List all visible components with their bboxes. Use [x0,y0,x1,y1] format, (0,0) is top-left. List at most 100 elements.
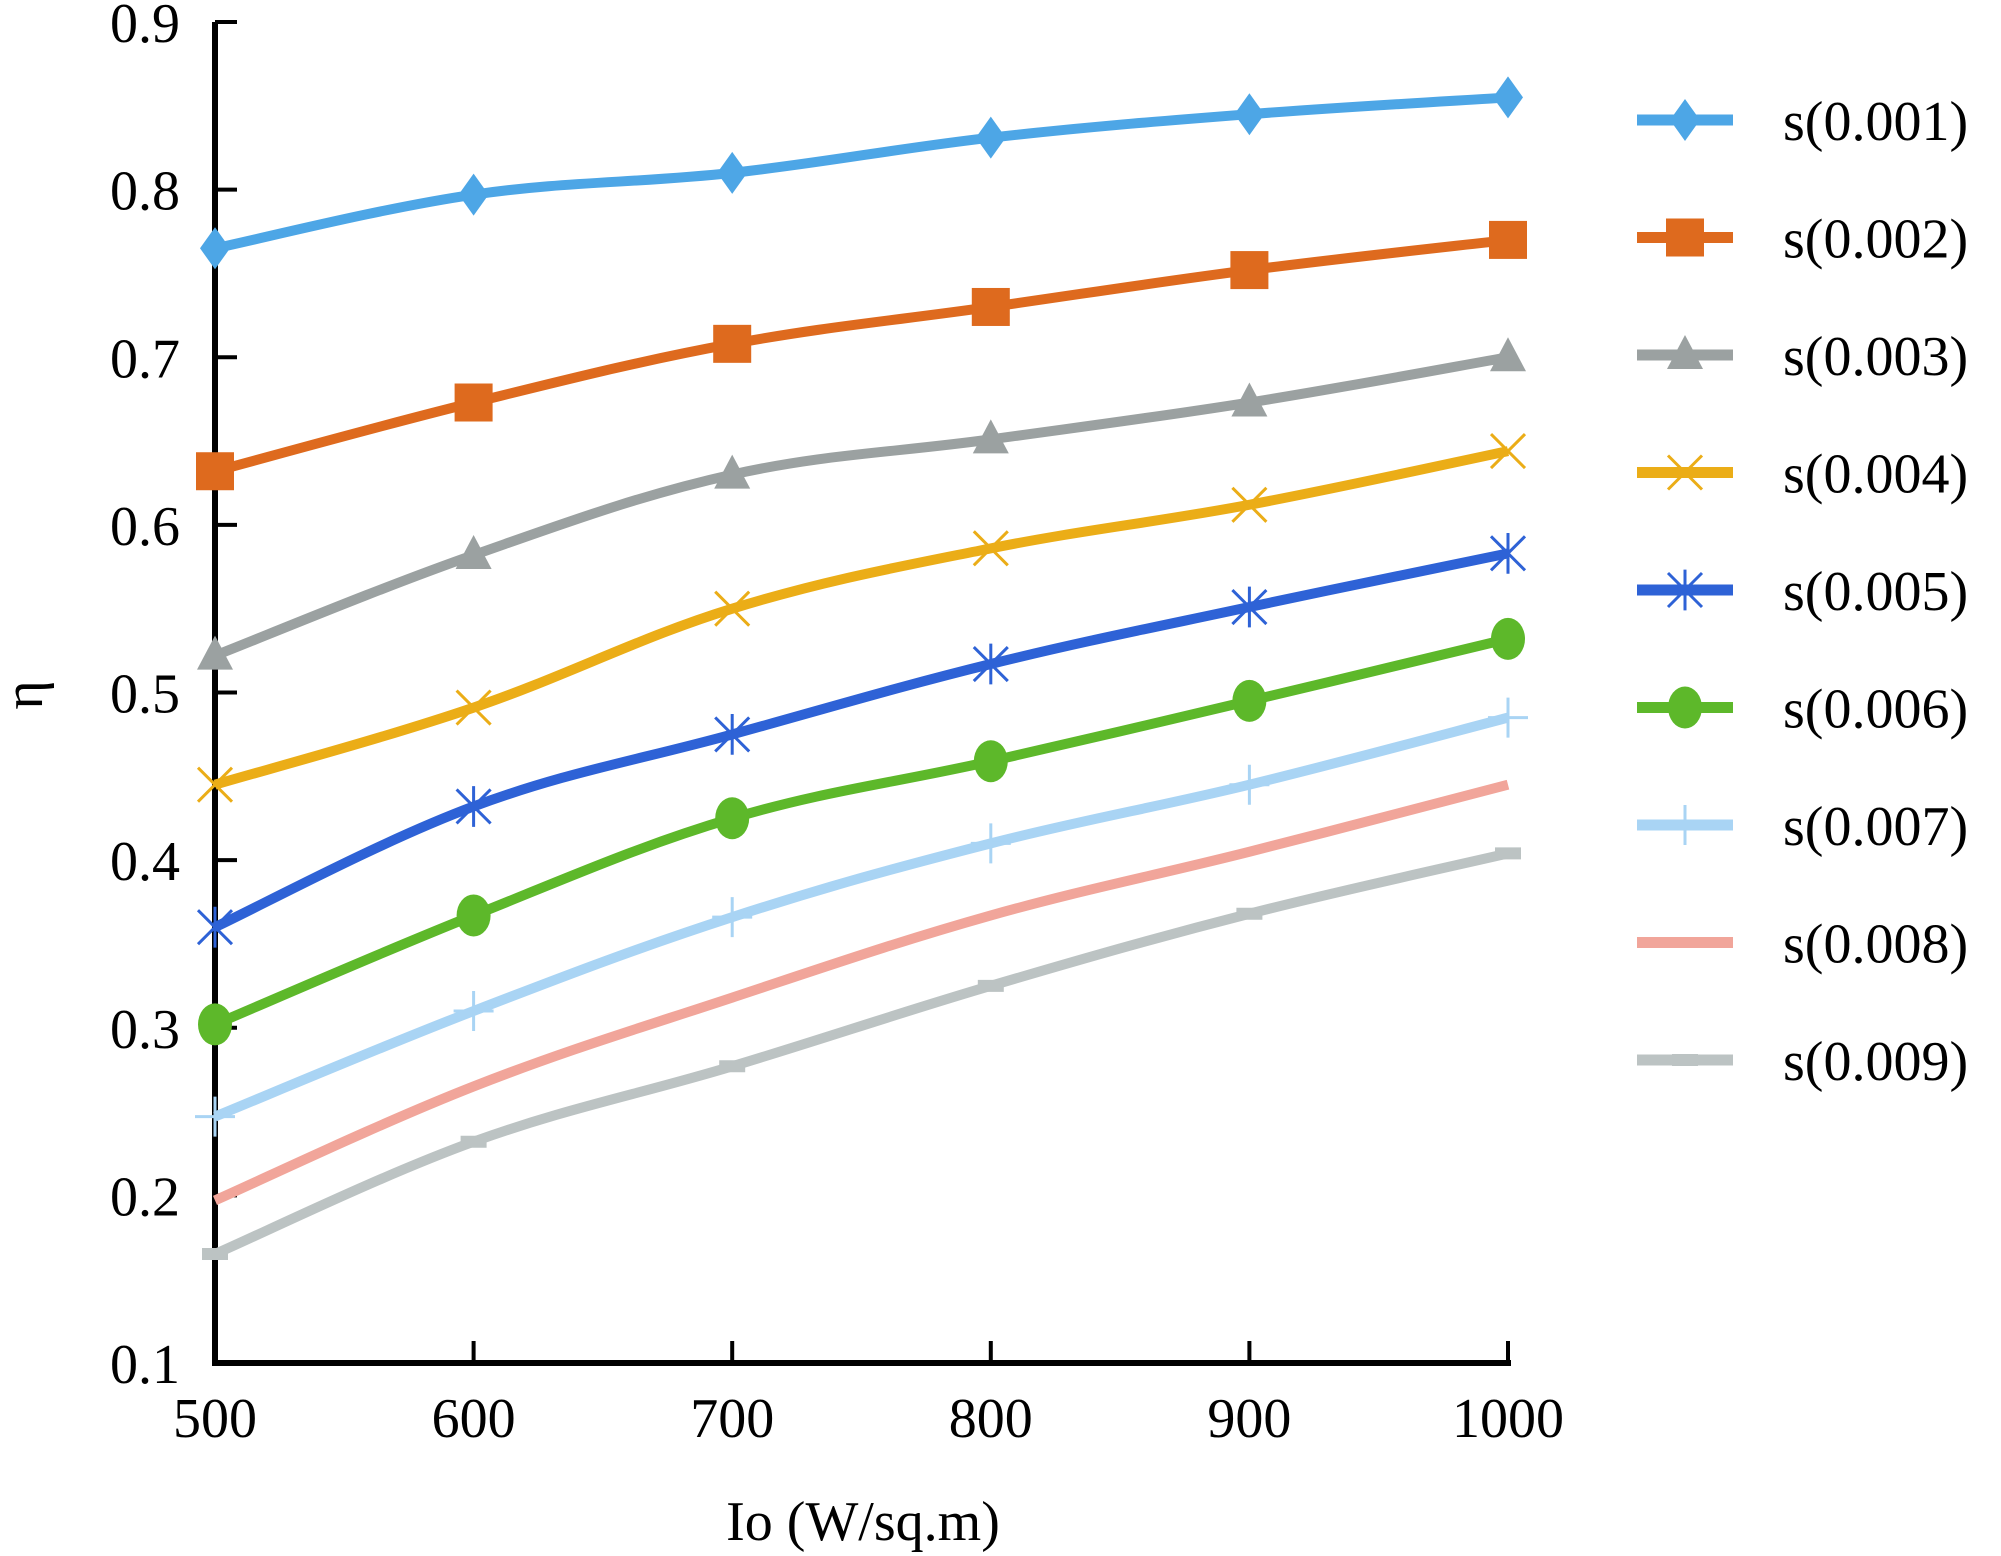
data-point [196,452,234,491]
data-point [1489,532,1527,574]
data-point [1231,382,1268,417]
x-tick-label: 800 [949,1388,1033,1450]
series-8 [212,779,1510,1205]
series-line [213,446,1510,790]
data-point [1668,686,1702,729]
series-line [213,234,1509,477]
legend-label: s(0.006) [1783,679,1968,741]
data-point [714,590,751,627]
data-point [455,535,492,570]
y-tick-label: 0.5 [110,664,180,726]
x-axis-label: Io (W/sq.m) [726,1491,1000,1553]
series-3 [197,337,1526,670]
legend-label: s(0.003) [1783,326,1968,388]
data-point [1229,764,1270,805]
data-point [714,454,751,489]
data-point [454,383,493,422]
data-point [972,530,1009,567]
series-line [213,633,1510,1030]
data-point [717,151,748,194]
y-tick-label: 0.8 [110,161,180,223]
y-tick-label: 0.9 [110,0,180,55]
legend-item: s(0.006) [1637,679,1968,741]
x-tick-label: 900 [1207,1388,1291,1450]
tick-labels: 500 600 700 800 900 1000 0.1 0.2 0.3 0.4 0.5 0.6 0.7… [110,0,1564,1450]
legend-label: s(0.001) [1783,91,1968,153]
data-point [1491,617,1525,660]
series-4 [196,433,1527,803]
data-point [453,990,494,1031]
data-point [975,116,1006,159]
series-6 [198,617,1525,1046]
data-point [715,797,750,840]
legend-label: s(0.007) [1783,796,1968,858]
data-point [1231,486,1268,523]
data-point [972,643,1009,685]
data-point [1665,805,1705,845]
data-point [1670,99,1700,141]
data-point [1666,569,1704,611]
data-point [456,894,491,937]
series-layer [195,76,1528,1261]
series-7 [195,697,1528,1137]
data-point [200,227,230,270]
data-point [458,173,489,216]
legend-item: s(0.002) [1637,209,1968,271]
data-point [712,897,753,938]
series-line [212,779,1510,1205]
data-point [1490,337,1526,372]
y-tick-label: 0.2 [110,1166,180,1228]
data-point [1234,93,1265,136]
y-axis-label: η [0,680,55,709]
legend-item: s(0.001) [1637,91,1968,153]
series-5 [196,532,1527,948]
data-point [455,689,492,726]
data-point [1666,454,1704,491]
data-point [195,1096,235,1137]
data-point [1231,586,1268,628]
series-line [213,848,1510,1259]
data-point [1489,433,1527,470]
data-point [455,786,492,827]
y-tick-label: 0.1 [110,1334,180,1396]
data-point [713,324,752,363]
data-point [1488,697,1528,738]
legend: s(0.001) s(0.002) s(0.003) s(0.004) s(0.005)… [1637,91,1968,1093]
data-point [970,823,1011,864]
legend-label: s(0.008) [1783,914,1968,976]
series-9 [202,847,1521,1261]
data-point [1230,251,1269,290]
data-point [973,740,1008,783]
data-point [1493,76,1523,119]
legend-label: s(0.009) [1783,1031,1968,1093]
x-tick-label: 500 [173,1388,257,1450]
axes [212,22,1511,1366]
data-point [971,287,1010,326]
x-tick-label: 700 [690,1388,774,1450]
data-point [196,766,234,803]
legend-item: s(0.004) [1637,444,1968,506]
data-point [1489,220,1527,259]
y-tick-label: 0.4 [110,831,180,893]
legend-label: s(0.002) [1783,209,1968,271]
x-tick-label: 600 [432,1388,516,1450]
legend-item: s(0.007) [1637,796,1968,858]
legend-label: s(0.005) [1783,561,1968,623]
data-point [1232,679,1267,722]
data-point [197,635,233,670]
data-point [198,1003,232,1046]
series-line [213,92,1509,254]
series-1 [200,76,1523,270]
data-point [972,419,1009,454]
x-tick-label: 1000 [1452,1388,1564,1450]
y-tick-label: 0.3 [110,999,180,1061]
data-point [714,714,751,755]
series-2 [196,220,1527,491]
legend-item: s(0.003) [1637,326,1968,388]
legend-item: s(0.009) [1637,1031,1968,1093]
data-point [196,906,234,948]
y-tick-label: 0.6 [110,496,180,558]
legend-item: s(0.008) [1637,914,1968,976]
data-point [1667,335,1703,369]
